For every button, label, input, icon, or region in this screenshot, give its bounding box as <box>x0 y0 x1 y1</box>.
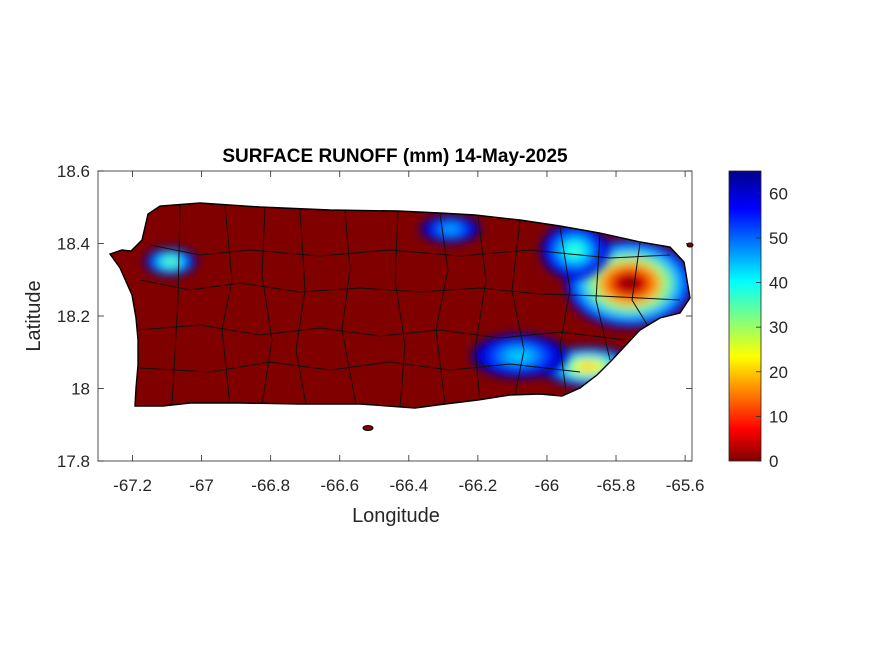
colorbar-tick-label: 50 <box>769 229 788 248</box>
runoff-contour <box>511 352 528 360</box>
x-tick-label: -66.4 <box>389 476 428 495</box>
y-tick-label: 18.4 <box>57 235 90 254</box>
x-tick-label: -67 <box>189 476 214 495</box>
y-axis-ticks: 17.8 18 18.2 18.4 18.6 <box>57 162 692 471</box>
runoff-contour <box>445 226 456 232</box>
colorbar-tick-label: 40 <box>769 274 788 293</box>
municipality-boundary <box>261 207 273 406</box>
municipality-boundary <box>139 361 581 373</box>
coastline <box>108 202 691 409</box>
municipality-boundary <box>631 242 649 327</box>
municipality-boundary <box>474 215 487 401</box>
municipality-boundaries <box>137 204 681 408</box>
municipality-boundary <box>559 226 571 393</box>
colorbar-tick-label: 0 <box>769 452 778 471</box>
x-tick-label: -66.6 <box>320 476 359 495</box>
x-tick-label: -67.2 <box>113 476 152 495</box>
municipality-boundary <box>394 211 406 408</box>
runoff-hotspot <box>471 333 568 378</box>
municipality-boundary <box>139 279 681 301</box>
x-tick-label: -66.8 <box>251 476 290 495</box>
runoff-hotspot <box>420 215 481 243</box>
runoff-contour <box>166 259 175 264</box>
runoff-contour <box>568 246 581 256</box>
y-axis-label: Latitude <box>23 280 45 351</box>
x-axis-ticks: -67.2 -67 -66.8 -66.6 -66.4 -66.2 -66 -65.8 -65.… <box>113 171 704 495</box>
x-axis-label: Longitude <box>352 505 440 527</box>
chart-title: SURFACE RUNOFF (mm) 14-May-2025 <box>222 146 568 167</box>
colorbar-tick-label: 20 <box>769 363 788 382</box>
y-tick-label: 18 <box>71 380 90 399</box>
x-tick-label: -65.6 <box>666 476 705 495</box>
runoff-hotspot <box>144 247 197 276</box>
municipality-boundary <box>137 324 627 341</box>
municipality-boundary <box>595 233 611 361</box>
municipality-boundary <box>221 205 233 406</box>
x-tick-label: -65.8 <box>597 476 636 495</box>
colorbar-tick-label: 10 <box>769 407 788 426</box>
x-tick-label: -66 <box>535 476 560 495</box>
municipality-boundary <box>149 244 671 259</box>
municipality-boundary <box>435 213 449 405</box>
x-tick-label: -66.2 <box>459 476 498 495</box>
runoff-hotspot-layer <box>144 215 690 387</box>
runoff-contour <box>619 276 641 291</box>
y-tick-label: 18.6 <box>57 162 90 181</box>
islet <box>686 242 694 248</box>
islet <box>362 425 374 431</box>
colorbar-ticks: 0 10 20 30 40 50 60 <box>756 184 788 471</box>
runoff-map-layer <box>108 202 694 431</box>
colorbar-tick-label: 60 <box>769 184 788 203</box>
colorbar-tick-label: 30 <box>769 318 788 337</box>
municipality-boundary <box>295 209 307 406</box>
y-tick-label: 17.8 <box>57 452 90 471</box>
y-tick-label: 18.2 <box>57 307 90 326</box>
municipality-boundary <box>511 220 525 396</box>
runoff-hotspot <box>540 222 609 279</box>
runoff-contour <box>580 363 597 371</box>
colorbar <box>728 170 762 462</box>
